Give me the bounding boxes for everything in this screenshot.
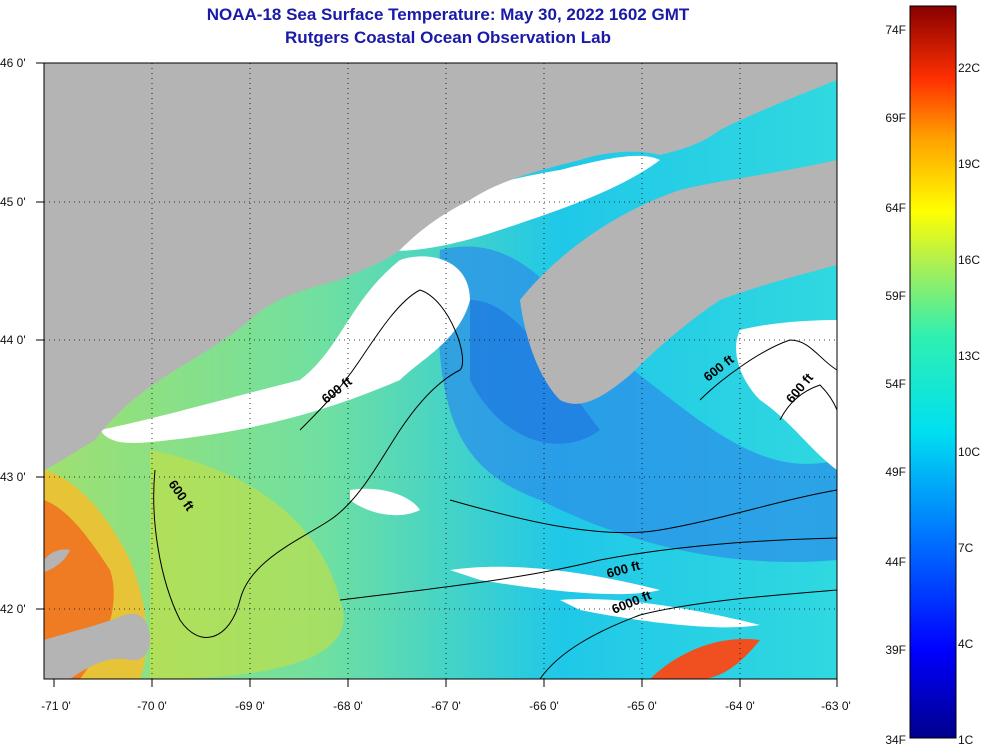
colorbar-f-label: 34F	[885, 733, 906, 747]
nova-scotia-land	[520, 160, 837, 404]
colorbar-c-label: 16C	[958, 253, 980, 267]
lon-label: -70 0'	[137, 699, 167, 713]
cloud-patch	[350, 488, 420, 516]
lon-label: -69 0'	[235, 699, 265, 713]
colorbar-c-label: 22C	[958, 61, 980, 75]
lon-label: -66 0'	[529, 699, 559, 713]
cloud-cover-north	[350, 155, 660, 251]
cape-cod-land	[44, 613, 150, 679]
colorbar-c-label: 1C	[958, 733, 974, 747]
contour-6000ft	[539, 589, 838, 680]
map-title: NOAA-18 Sea Surface Temperature: May 30,…	[206, 5, 690, 24]
lat-label: 46 0'	[0, 56, 26, 70]
plot-area	[44, 63, 837, 679]
colorbar-c-label: 10C	[958, 445, 980, 459]
lat-label: 44 0'	[0, 333, 26, 347]
lat-label: 42 0'	[0, 602, 26, 616]
gridlines	[44, 63, 837, 679]
contour-600ft-gulf	[153, 289, 464, 638]
colorbar-f-label: 64F	[885, 201, 906, 215]
colorbar-f-label: 54F	[885, 377, 906, 391]
map-subtitle: Rutgers Coastal Ocean Observation Lab	[285, 28, 611, 47]
lon-label: -68 0'	[333, 699, 363, 713]
colorbar-f-label: 44F	[885, 555, 906, 569]
colorbar-c-label: 4C	[958, 637, 974, 651]
lat-label: 43 0'	[0, 470, 26, 484]
lat-label: 45 0'	[0, 195, 26, 209]
colorbar-celsius-labels: 22C 19C 16C 13C 10C 7C 4C 1C	[958, 61, 980, 747]
contour-600ft-scotian	[699, 339, 838, 401]
coldest-water-region	[470, 300, 600, 444]
depth-contours	[153, 289, 838, 680]
latitude-labels: 46 0' 45 0' 44 0' 43 0' 42 0'	[0, 56, 26, 616]
contour-600ft-shelf	[339, 537, 838, 601]
contour-600ft-georges	[449, 489, 838, 534]
cloud-streak	[450, 566, 660, 595]
colorbar-f-label: 74F	[885, 23, 906, 37]
lon-label: -63 0'	[821, 699, 851, 713]
cloud-cover-east	[736, 320, 837, 470]
warm-patch	[650, 639, 760, 679]
lon-label: -65 0'	[627, 699, 657, 713]
colorbar-c-label: 19C	[958, 157, 980, 171]
lon-label: -67 0'	[431, 699, 461, 713]
contour-600ft-east	[779, 384, 838, 421]
plot-frame	[43, 62, 838, 680]
mild-water-region	[150, 450, 344, 679]
colorbar-f-label: 39F	[885, 643, 906, 657]
colorbar-c-label: 7C	[958, 541, 974, 555]
cloud-streak-south	[560, 599, 760, 628]
colorbar-c-label: 13C	[958, 349, 980, 363]
colorbar-f-label: 69F	[885, 111, 906, 125]
cloud-cover	[100, 256, 470, 443]
coastal-land	[44, 549, 70, 572]
colorbar-f-label: 49F	[885, 465, 906, 479]
lon-label: -64 0'	[725, 699, 755, 713]
longitude-labels: -71 0' -70 0' -69 0' -68 0' -67 0' -66 0…	[41, 699, 851, 713]
contour-600ft-north	[299, 289, 421, 431]
colorbar-f-label: 59F	[885, 289, 906, 303]
mainland-land	[44, 63, 837, 470]
lon-label: -71 0'	[41, 699, 71, 713]
colorbar-fahrenheit-labels: 74F 69F 64F 59F 54F 49F 44F 39F 34F	[885, 23, 906, 747]
colorbar	[909, 5, 957, 739]
frame-ticks	[36, 62, 838, 687]
